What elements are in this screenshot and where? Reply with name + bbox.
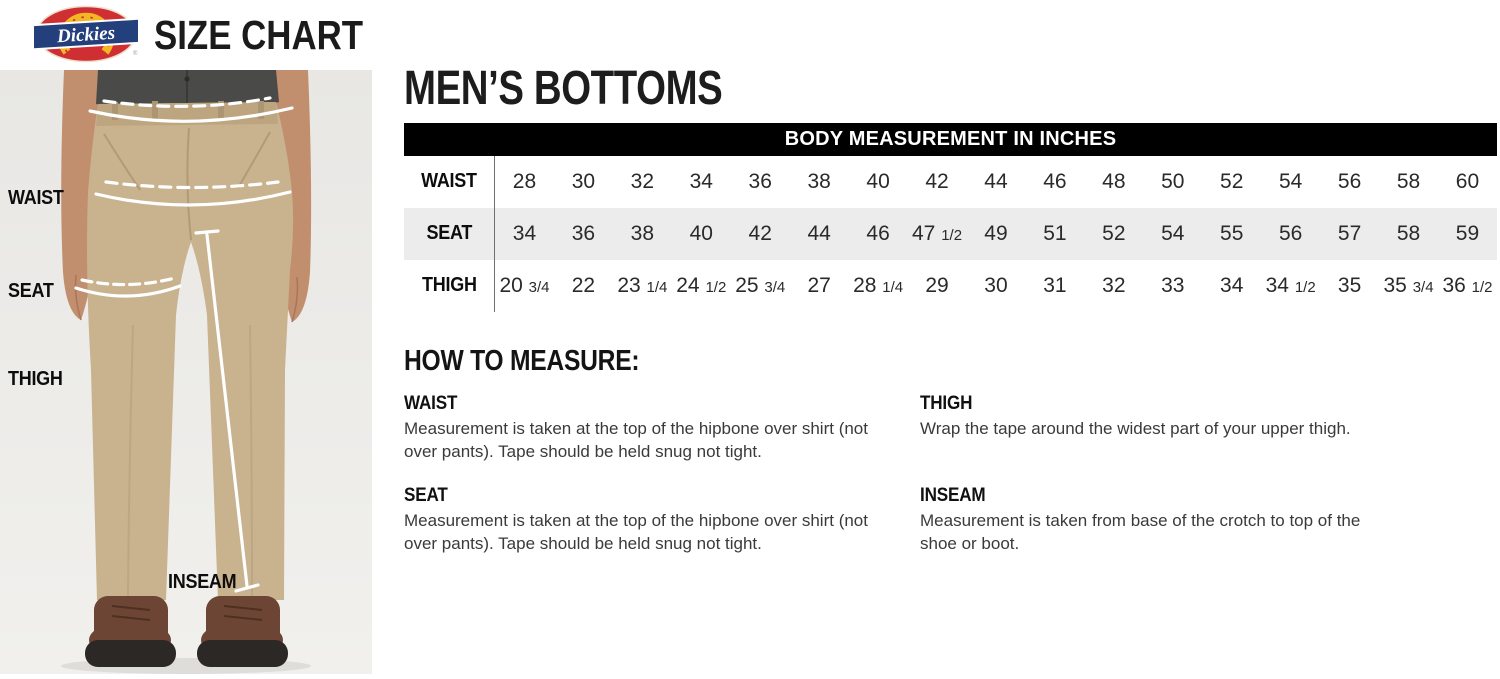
fit-model-illustration: [0, 70, 372, 674]
size-value: 24 1/2: [676, 273, 727, 297]
figure-label-waist: WAIST: [8, 187, 64, 209]
size-value: 59: [1455, 221, 1480, 245]
size-value: 54: [1161, 221, 1185, 245]
size-value: 22: [571, 273, 596, 297]
size-value: 35: [1337, 273, 1362, 297]
size-value: 40: [689, 221, 713, 245]
how-to-item-text: Measurement is taken at the top of the h…: [404, 510, 868, 553]
size-value: 60: [1455, 169, 1480, 193]
seat-measure-line: [104, 180, 280, 190]
size-value: 56: [1278, 221, 1303, 245]
size-value: 34: [512, 221, 537, 245]
size-value: 54: [1278, 169, 1303, 193]
size-value: 57: [1337, 221, 1362, 245]
brand-header: Dickies ® SIZE CHART: [34, 5, 400, 63]
size-value: 46: [866, 221, 890, 245]
table-header-label: BODY MEASUREMENT IN INCHES: [784, 127, 1117, 150]
section-title: MEN’S BOTTOMS: [404, 62, 723, 115]
size-table-rows: WAIST 28 30 32 34 36 38 40 42 44 46 48 50 52 54 56 58 60 S…: [404, 155, 1497, 312]
how-to-item-waist: WAIST Measurement is taken at the top of …: [404, 393, 920, 464]
waist-measure-line: [102, 96, 272, 108]
size-value: 49: [984, 221, 1008, 245]
how-to-item-label: THIGH: [920, 392, 973, 414]
size-value: 28: [512, 169, 537, 193]
how-to-item-seat: SEAT Measurement is taken at the top of t…: [404, 485, 920, 556]
size-value: 38: [807, 169, 831, 193]
inseam-measure-line: [194, 229, 260, 593]
figure-label-inseam: INSEAM: [168, 571, 237, 593]
size-value: 42: [748, 221, 772, 245]
svg-text:®: ®: [133, 50, 138, 57]
size-value: 30: [984, 273, 1008, 297]
how-to-measure-section: HOW TO MEASURE: WAIST Measurement is take…: [404, 345, 1497, 556]
size-value: 58: [1396, 221, 1421, 245]
how-to-item-thigh: THIGH Wrap the tape around the widest par…: [920, 393, 1497, 464]
size-value: 34: [689, 169, 713, 193]
how-to-item-text: Measurement is taken at the top of the h…: [404, 418, 868, 461]
row-label: WAIST: [404, 155, 495, 208]
figure-label-seat: SEAT: [8, 280, 54, 302]
size-value: 55: [1220, 221, 1244, 245]
size-value: 52: [1220, 169, 1244, 193]
size-value: 35 3/4: [1383, 273, 1434, 297]
size-value: 32: [1102, 273, 1126, 297]
how-to-measure-grid: WAIST Measurement is taken at the top of …: [404, 393, 1497, 556]
figure-label-thigh: THIGH: [8, 368, 63, 390]
how-to-measure-title: HOW TO MEASURE:: [404, 344, 640, 377]
row-label: SEAT: [404, 207, 495, 260]
size-value: 51: [1043, 221, 1067, 245]
table-row-waist: WAIST 28 30 32 34 36 38 40 42 44 46 48 50 52 54 56 58 60: [404, 155, 1497, 208]
size-value: 30: [571, 169, 596, 193]
size-value: 46: [1043, 169, 1067, 193]
size-value: 31: [1043, 273, 1067, 297]
how-to-item-inseam: INSEAM Measurement is taken from base of …: [920, 485, 1497, 556]
fit-model-photo: WAIST SEAT THIGH INSEAM: [0, 70, 372, 674]
size-value: 50: [1161, 169, 1185, 193]
size-value: 56: [1337, 169, 1362, 193]
size-value: 44: [807, 221, 831, 245]
size-value: 47 1/2: [912, 221, 963, 245]
page-title: SIZE CHART: [154, 11, 364, 58]
size-value: 20 3/4: [499, 273, 550, 297]
size-value: 52: [1102, 221, 1126, 245]
how-to-item-text: Wrap the tape around the widest part of …: [920, 418, 1351, 438]
table-row-seat: SEAT 34 36 38 40 42 44 46 47 1/2 49 51 52 54 55 56 57 58…: [404, 207, 1497, 260]
size-value: 48: [1102, 169, 1126, 193]
size-value: 32: [630, 169, 655, 193]
size-value: 27: [807, 273, 831, 297]
size-value: 58: [1396, 169, 1421, 193]
size-value: 42: [925, 169, 949, 193]
right-boot: [197, 596, 288, 667]
logo-wordmark: Dickies: [55, 23, 115, 48]
table-header-bar: BODY MEASUREMENT IN INCHES: [404, 122, 1497, 156]
size-value: 34 1/2: [1265, 273, 1316, 297]
how-to-item-label: SEAT: [404, 484, 448, 506]
pants: [87, 102, 294, 600]
dickies-logo-icon: Dickies ®: [34, 5, 138, 63]
size-value: 40: [866, 169, 890, 193]
size-chart-content: MEN’S BOTTOMS BODY MEASUREMENT IN INCHES…: [404, 64, 1497, 556]
size-value: 29: [925, 273, 949, 297]
how-to-item-label: INSEAM: [920, 484, 986, 506]
size-value: 38: [630, 221, 655, 245]
size-value: 25 3/4: [735, 273, 786, 297]
size-value: 34: [1220, 273, 1244, 297]
size-value: 33: [1161, 273, 1185, 297]
left-boot: [85, 596, 176, 667]
how-to-item-text: Measurement is taken from base of the cr…: [920, 510, 1361, 553]
size-value: 36 1/2: [1442, 273, 1493, 297]
size-value: 23 1/4: [617, 273, 668, 297]
size-value: 36: [748, 169, 772, 193]
size-table: BODY MEASUREMENT IN INCHES WAIST 28 30 32 34…: [404, 122, 1497, 312]
size-value: 44: [984, 169, 1008, 193]
thigh-measure-line: [80, 276, 177, 287]
size-value: 36: [571, 221, 596, 245]
size-value: 28 1/4: [853, 273, 904, 297]
table-row-thigh: THIGH 20 3/4 22 23 1/4 24 1/2 25 3/4 27 28 1/4 2…: [404, 259, 1497, 312]
how-to-item-label: WAIST: [404, 392, 458, 414]
row-label: THIGH: [404, 259, 495, 312]
